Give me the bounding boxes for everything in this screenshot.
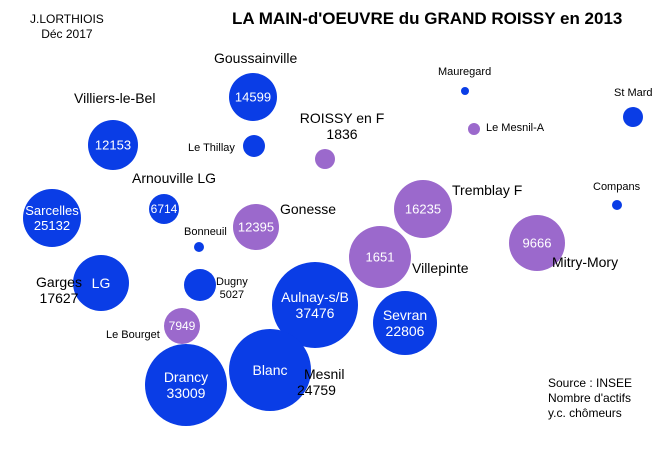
bubble-drancy-text-0: Drancy [164, 369, 208, 385]
bubble-villepinte-circle [349, 226, 411, 288]
author-date: Déc 2017 [41, 27, 93, 41]
bubble-mauregard [461, 87, 469, 95]
bubble-bourget-text-0: 7949 [169, 319, 196, 333]
bubble-villiers: 12153 [88, 120, 138, 170]
source-line-1: Source : INSEE [548, 376, 633, 390]
bubble-goussainville-circle [229, 73, 277, 121]
bubble-drancy-text-1: 33009 [167, 385, 206, 401]
bubble-bonneuil-circle [194, 242, 204, 252]
bubble-blanc: Blanc [229, 329, 311, 411]
bubble-compans-circle [612, 200, 622, 210]
source-line-2: Nombre d'actifs [548, 391, 631, 405]
bubble-tremblay: 16235 [394, 180, 452, 238]
label-st-mard: St Mard [614, 87, 653, 99]
label-blanc-mesnil-value: 24759 [297, 382, 336, 398]
bubble-aulnay-circle [272, 262, 358, 348]
source-note: Source : INSEE Nombre d'actifs y.c. chôm… [548, 376, 632, 421]
bubble-garges-circle [73, 255, 129, 311]
label-garges: Garges 17627 [34, 274, 84, 306]
bubble-drancy-circle [145, 344, 227, 426]
bubble-tremblay-text-0: 16235 [405, 202, 441, 217]
label-gonesse: Gonesse [280, 201, 337, 217]
author-block: J.LORTHIOIS Déc 2017 [30, 12, 104, 42]
bubble-arnouville-circle [149, 194, 179, 224]
bubble-garges: LG [73, 255, 129, 311]
bubble-tremblay-circle [394, 180, 452, 238]
bubble-roissy [315, 149, 335, 169]
label-garges-name: Garges [36, 274, 82, 290]
bubble-stmard [623, 107, 643, 127]
bubble-arnouville: 6714 [149, 194, 179, 224]
bubble-lemesnila-circle [468, 123, 480, 135]
bubble-roissy-circle [315, 149, 335, 169]
label-mauregard: Mauregard [438, 66, 492, 78]
bubble-aulnay-text-0: Aulnay-s/B [281, 289, 349, 305]
bubble-goussainville-text-0: 14599 [235, 90, 271, 105]
label-villiers-le-bel: Villiers-le-Bel [74, 90, 156, 106]
bubble-villepinte-text-0: 1651 [366, 250, 395, 265]
bubble-dugny [184, 269, 216, 301]
source-line-3: y.c. chômeurs [548, 406, 622, 420]
label-mesnil: Mesnil [304, 366, 345, 382]
page-title: LA MAIN-d'OEUVRE du GRAND ROISSY en 2013 [232, 9, 623, 28]
bubble-thillay-circle [243, 135, 265, 157]
label-le-bourget: Le Bourget [106, 329, 160, 341]
label-compans: Compans [593, 181, 641, 193]
bubble-gonesse: 12395 [233, 204, 279, 250]
bubble-mauregard-circle [461, 87, 469, 95]
label-tremblay: Tremblay F [452, 182, 523, 198]
label-goussainville: Goussainville [214, 50, 298, 66]
bubble-villiers-circle [88, 120, 138, 170]
bubble-sevran-text-0: Sevran [383, 307, 427, 323]
label-dugny-name: Dugny [216, 276, 248, 288]
bubble-villiers-text-0: 12153 [95, 138, 131, 153]
bubble-sarcelles-circle [23, 189, 81, 247]
bubble-bourget: 7949 [164, 308, 200, 344]
bubble-sevran-circle [373, 291, 437, 355]
bubble-garges-text-0: LG [92, 275, 111, 291]
bubble-lemesnila [468, 123, 480, 135]
bubble-mitry-circle [509, 215, 565, 271]
bubble-sarcelles-text-0: Sarcelles [25, 203, 79, 218]
bubble-dugny-circle [184, 269, 216, 301]
bubble-villepinte: 1651 [349, 226, 411, 288]
bubble-mitry: 9666 [509, 215, 565, 271]
author-name: J.LORTHIOIS [30, 12, 104, 26]
bubble-blanc-circle [229, 329, 311, 411]
bubble-aulnay-text-1: 37476 [296, 305, 335, 321]
bubble-goussainville: 14599 [229, 73, 277, 121]
bubble-gonesse-text-0: 12395 [238, 220, 274, 235]
bubble-bonneuil [194, 242, 204, 252]
bubble-blanc-text-0: Blanc [252, 362, 287, 378]
label-roissy-name: ROISSY en F [299, 110, 385, 126]
label-roissy-value: 1836 [326, 126, 358, 142]
label-villepinte: Villepinte [412, 260, 469, 276]
bubble-arnouville-text-0: 6714 [151, 202, 178, 216]
label-le-thillay: Le Thillay [188, 142, 235, 154]
label-dugny-value: 5027 [219, 289, 245, 301]
label-le-mesnil-a: Le Mesnil-A [486, 122, 545, 134]
label-arnouville: Arnouville LG [132, 170, 217, 186]
bubble-gonesse-circle [233, 204, 279, 250]
bubble-mitry-text-0: 9666 [523, 236, 552, 251]
bubble-sarcelles-text-1: 25132 [34, 218, 70, 233]
bubble-bourget-circle [164, 308, 200, 344]
label-bonneuil: Bonneuil [184, 226, 227, 238]
bubble-compans [612, 200, 622, 210]
bubble-sevran-text-1: 22806 [386, 323, 425, 339]
bubble-thillay [243, 135, 265, 157]
label-dugny: Dugny 5027 [216, 276, 248, 302]
label-garges-value: 17627 [39, 290, 79, 306]
bubble-stmard-circle [623, 107, 643, 127]
label-roissy: ROISSY en F 1836 [294, 110, 390, 142]
label-mitry-mory: Mitry-Mory [552, 254, 619, 270]
